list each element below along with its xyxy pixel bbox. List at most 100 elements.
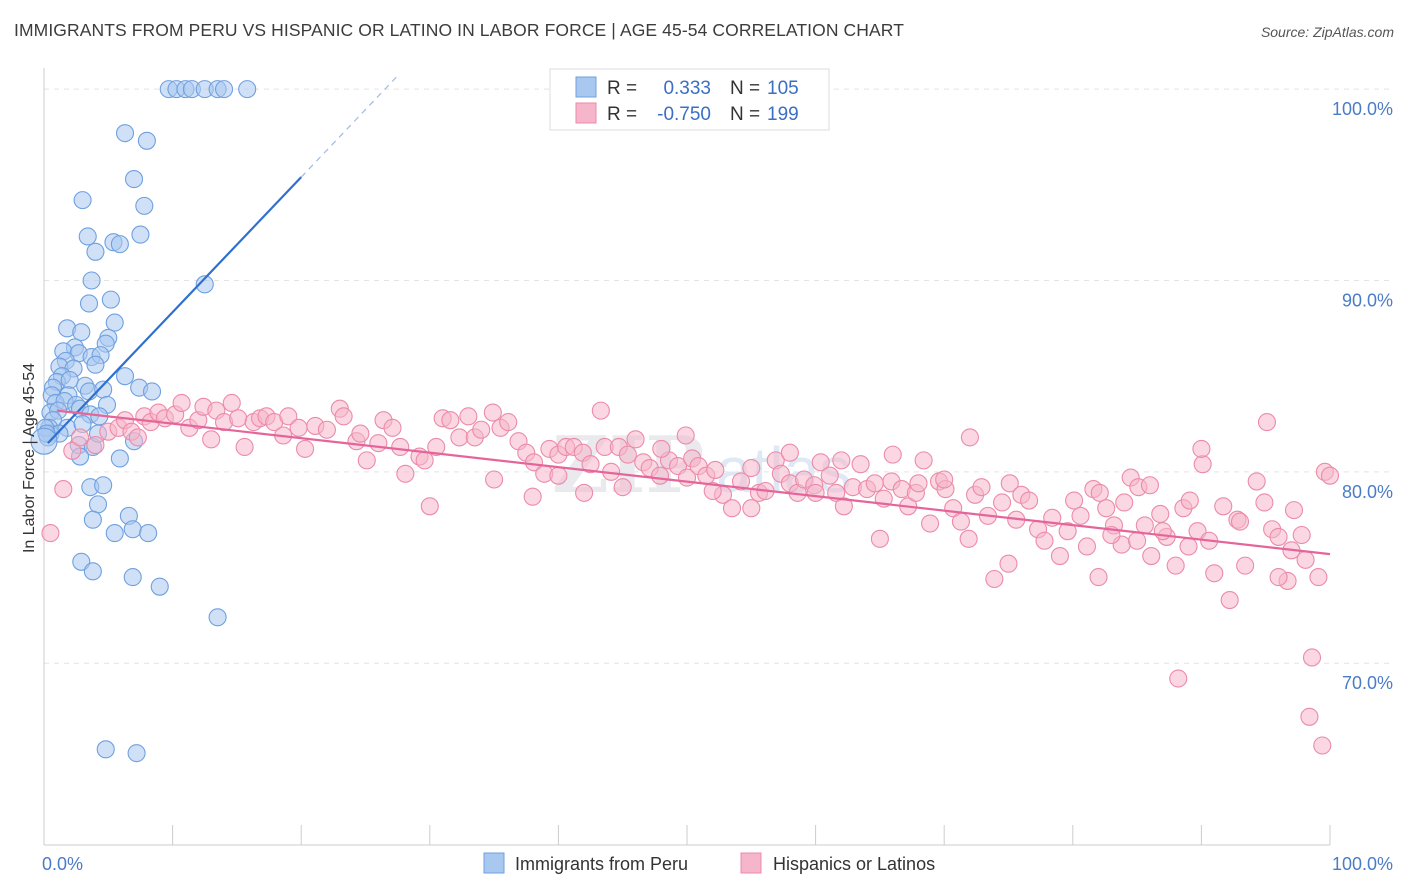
hispanic-point	[1169, 669, 1188, 688]
hispanic-point	[676, 426, 695, 445]
peru-point	[60, 370, 79, 390]
x-tick-labels: 0.0% 100.0%	[42, 854, 1393, 874]
hispanic-point	[420, 497, 439, 516]
hispanic-point	[1214, 497, 1233, 516]
hispanic-point	[1035, 531, 1054, 550]
hispanic-point	[41, 524, 60, 543]
hispanic-trend-line	[56, 409, 1331, 556]
hispanic-point	[985, 569, 1004, 589]
hispanic-point	[706, 460, 725, 479]
legend-r-value-hispanic: -0.750	[657, 104, 711, 125]
peru-point	[139, 524, 158, 543]
hispanic-point	[317, 420, 336, 439]
hispanic-point	[391, 437, 410, 457]
peru-point	[86, 355, 105, 374]
hispanic-point	[1302, 648, 1322, 667]
hispanic-point	[851, 455, 870, 474]
hispanic-point	[222, 393, 241, 413]
hispanic-point	[1320, 466, 1340, 485]
hispanic-point	[1269, 568, 1288, 587]
peru-point	[115, 124, 135, 143]
peru-point	[86, 242, 105, 261]
hispanic-point	[235, 437, 254, 457]
hispanic-point	[1166, 556, 1185, 575]
peru-point	[110, 235, 129, 254]
hispanic-point	[1205, 564, 1224, 583]
hispanic-point	[914, 451, 933, 470]
peru-point	[96, 740, 115, 759]
hispanic-point	[1309, 568, 1328, 587]
peru-point	[115, 367, 135, 386]
hispanic-point	[960, 428, 979, 447]
peru-point	[82, 271, 101, 290]
peru-point	[105, 313, 124, 332]
hispanic-point	[427, 437, 446, 457]
x-tick-label-min: 0.0%	[42, 854, 83, 874]
hispanic-point	[1128, 531, 1147, 550]
y-axis-label: In Labor Force | Age 45-54	[21, 363, 38, 553]
hispanic-point	[1097, 499, 1116, 518]
hispanic-point	[1247, 472, 1266, 491]
hispanic-point	[1000, 474, 1019, 493]
hispanic-point	[650, 466, 670, 485]
bottom-legend-label-hispanic: Hispanics or Latinos	[773, 854, 935, 874]
legend-n-value-hispanic: 199	[767, 104, 799, 125]
hispanic-point	[279, 407, 298, 426]
hispanic-point	[575, 483, 594, 502]
hispanic-point	[459, 407, 478, 426]
hispanic-point	[523, 487, 542, 506]
hispanic-point	[652, 439, 671, 458]
hispanic-point	[499, 413, 518, 432]
hispanic-point	[1077, 537, 1096, 556]
hispanic-point	[731, 472, 751, 491]
hispanic-point	[396, 464, 415, 483]
hispanic-point	[1269, 527, 1288, 546]
peru-point	[83, 510, 102, 529]
hispanic-point	[1115, 493, 1134, 512]
hispanic-point	[1020, 491, 1039, 510]
hispanic-point	[1313, 736, 1332, 755]
y-tick-labels: 70.0% 80.0% 90.0% 100.0%	[1332, 99, 1393, 693]
bottom-legend-swatch-hispanic	[740, 852, 762, 874]
legend-n-label-hispanic: N =	[730, 104, 760, 125]
hispanic-point	[485, 470, 504, 489]
hispanic-point	[70, 428, 90, 447]
hispanic-point	[1257, 413, 1277, 432]
peru-point	[150, 577, 169, 596]
y-tick-label: 70.0%	[1342, 673, 1393, 693]
hispanic-point	[369, 434, 388, 453]
hispanic-point	[921, 514, 940, 533]
hispanic-point	[1142, 546, 1161, 566]
legend: R = 0.333 N = 105 R = -0.750 N = 199	[549, 68, 830, 131]
hispanic-point	[1090, 483, 1109, 502]
peru-point	[195, 275, 214, 294]
hispanic-point	[415, 451, 434, 470]
hispanic-point	[357, 451, 376, 470]
peru-point	[73, 191, 92, 210]
axes	[43, 68, 1331, 846]
hispanic-point	[1089, 568, 1108, 587]
peru-point	[88, 495, 108, 514]
peru-point	[135, 196, 154, 215]
peru-point	[123, 568, 142, 587]
hispanic-point	[1284, 501, 1304, 520]
hispanic-point	[524, 453, 544, 472]
hispanic-point	[935, 470, 954, 489]
hispanic-point	[1140, 476, 1160, 495]
hispanic-point	[806, 483, 825, 502]
hispanic-point	[383, 418, 402, 437]
hispanic-point	[1300, 707, 1319, 726]
hispanic-point	[742, 499, 761, 518]
hispanic-point	[832, 451, 851, 470]
hispanic-point	[780, 443, 799, 462]
bottom-legend-swatch-peru	[483, 852, 505, 874]
peru-point	[72, 323, 91, 342]
legend-n-value-peru: 105	[767, 78, 799, 99]
hispanic-point	[742, 458, 761, 478]
hispanic-point	[1192, 439, 1211, 458]
hispanic-point	[613, 478, 632, 497]
hispanic-point	[626, 430, 645, 449]
hispanic-point	[820, 466, 839, 485]
hispanic-point	[1292, 525, 1311, 545]
